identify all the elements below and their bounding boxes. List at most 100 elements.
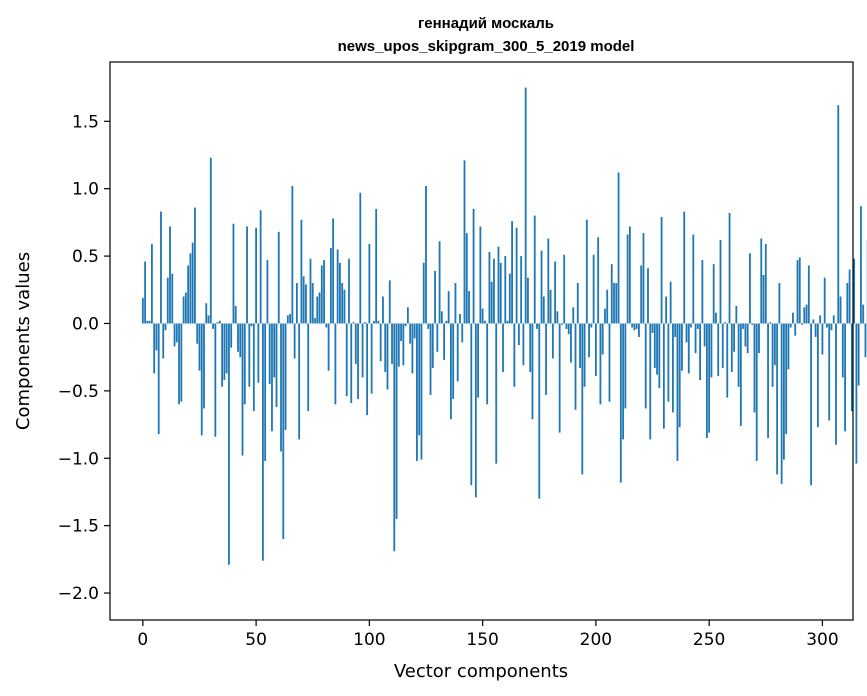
bar xyxy=(418,323,421,436)
bar xyxy=(561,323,563,325)
bar xyxy=(710,323,713,378)
bar xyxy=(434,270,436,324)
bar xyxy=(336,249,339,324)
bar xyxy=(533,215,536,324)
bar xyxy=(712,264,715,324)
bar xyxy=(572,307,575,324)
bar xyxy=(198,323,201,371)
bar xyxy=(549,289,552,324)
bar xyxy=(268,323,271,385)
bar xyxy=(739,323,742,426)
bar xyxy=(431,323,434,368)
bar xyxy=(214,323,217,437)
bar xyxy=(146,320,149,324)
bar xyxy=(619,323,622,483)
bar xyxy=(216,322,219,324)
bar xyxy=(366,323,369,416)
bar xyxy=(141,297,144,324)
bar xyxy=(527,277,529,324)
bar xyxy=(234,305,237,324)
bar xyxy=(860,206,862,324)
bar xyxy=(440,311,443,324)
bar xyxy=(551,323,554,359)
bar xyxy=(767,323,769,439)
bar xyxy=(749,253,751,324)
bar xyxy=(209,157,212,324)
bar xyxy=(286,315,289,324)
bar xyxy=(230,323,233,348)
bar xyxy=(343,289,346,324)
bar xyxy=(225,323,228,374)
bar xyxy=(196,323,199,344)
bar xyxy=(404,323,407,327)
bar xyxy=(395,323,398,519)
bar xyxy=(291,186,294,324)
bar xyxy=(517,323,520,346)
bar xyxy=(737,323,740,387)
bar xyxy=(529,323,532,372)
bar xyxy=(166,277,169,324)
bar xyxy=(676,323,679,461)
bar xyxy=(769,322,772,324)
bar xyxy=(302,276,305,324)
bar xyxy=(493,258,495,324)
bar xyxy=(416,323,418,461)
bar xyxy=(592,254,595,324)
bar xyxy=(841,323,844,378)
bar xyxy=(742,323,745,329)
bar xyxy=(348,258,350,324)
bar xyxy=(237,323,239,352)
bar xyxy=(148,320,151,324)
bar xyxy=(812,319,815,324)
bar xyxy=(554,261,557,324)
bar xyxy=(504,256,507,324)
y-tick-label: −0.5 xyxy=(58,382,99,402)
bar xyxy=(155,323,158,351)
bar xyxy=(402,323,405,366)
bar xyxy=(470,323,473,486)
bar xyxy=(638,323,640,337)
bar xyxy=(565,323,568,329)
bar xyxy=(502,323,504,372)
x-axis-ticks: 0 50 100 150 200 250 300 xyxy=(137,620,839,650)
bar xyxy=(547,238,550,324)
bar xyxy=(807,265,810,324)
y-tick-label: −2.0 xyxy=(58,584,99,604)
bar xyxy=(427,323,430,329)
bar xyxy=(508,273,511,324)
bar xyxy=(524,87,527,324)
bar xyxy=(445,320,448,324)
bar xyxy=(311,283,314,324)
bar xyxy=(862,304,865,324)
bar xyxy=(622,323,624,440)
bar xyxy=(540,250,543,324)
bar xyxy=(144,261,147,324)
bar xyxy=(386,323,389,390)
bar xyxy=(604,308,606,324)
bar xyxy=(644,323,647,409)
bar xyxy=(794,323,797,336)
bar xyxy=(443,323,446,360)
bar xyxy=(162,323,165,359)
bar xyxy=(282,323,285,540)
bar xyxy=(506,320,509,324)
bar xyxy=(271,323,273,432)
bar xyxy=(332,218,335,324)
bar xyxy=(672,323,674,413)
bar xyxy=(583,323,586,387)
bar xyxy=(667,323,670,402)
bar xyxy=(690,323,692,328)
bar xyxy=(819,315,822,324)
bar xyxy=(520,256,523,324)
bar xyxy=(164,323,167,331)
bar xyxy=(835,323,837,445)
bar xyxy=(483,320,486,324)
bar xyxy=(182,296,185,324)
bar xyxy=(570,323,572,363)
bar xyxy=(352,322,355,324)
bar xyxy=(295,283,298,324)
bar xyxy=(708,323,711,433)
bar xyxy=(810,323,812,486)
bar xyxy=(683,211,686,324)
bar xyxy=(728,212,731,324)
